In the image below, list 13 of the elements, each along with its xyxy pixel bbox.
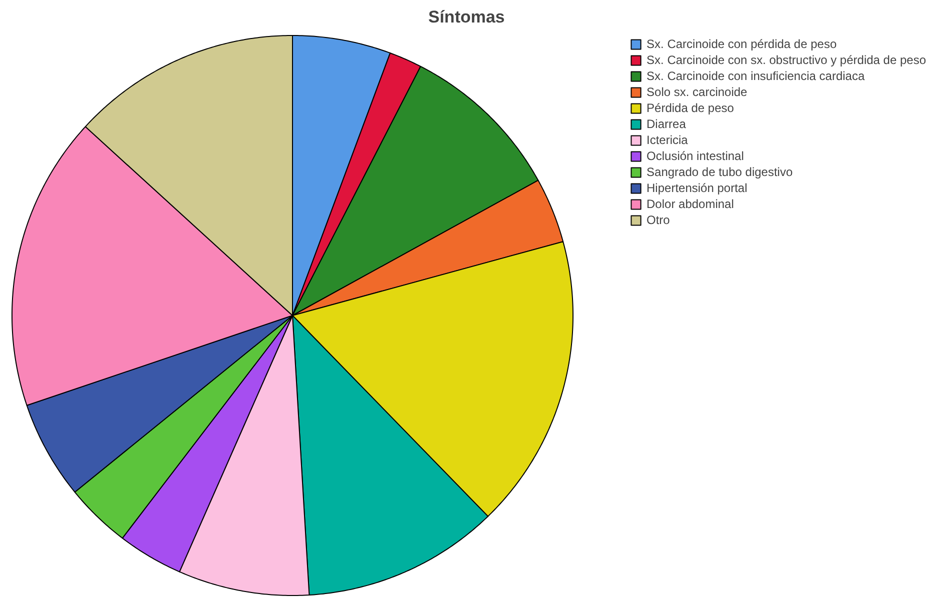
legend-label: Sangrado de tubo digestivo	[646, 165, 793, 179]
legend-label: Sx. Carcinoide con pérdida de peso	[646, 37, 837, 51]
legend-label: Sx. Carcinoide con insuficiencia cardiaca	[646, 69, 865, 83]
legend-label: Pérdida de peso	[646, 101, 734, 115]
legend-label: Dolor abdominal	[646, 197, 734, 211]
legend-label: Sx. Carcinoide con sx. obstructivo y pérdida de peso	[646, 53, 926, 67]
legend-label: Oclusión intestinal	[646, 149, 744, 163]
chart-title: Síntomas	[428, 8, 505, 26]
legend-label: Ictericia	[646, 133, 688, 147]
legend-label: Solo sx. carcinoide	[646, 85, 748, 99]
legend-label: Otro	[646, 213, 670, 227]
legend-label: Hipertensión portal	[646, 181, 748, 195]
legend-label: Diarrea	[646, 117, 686, 131]
